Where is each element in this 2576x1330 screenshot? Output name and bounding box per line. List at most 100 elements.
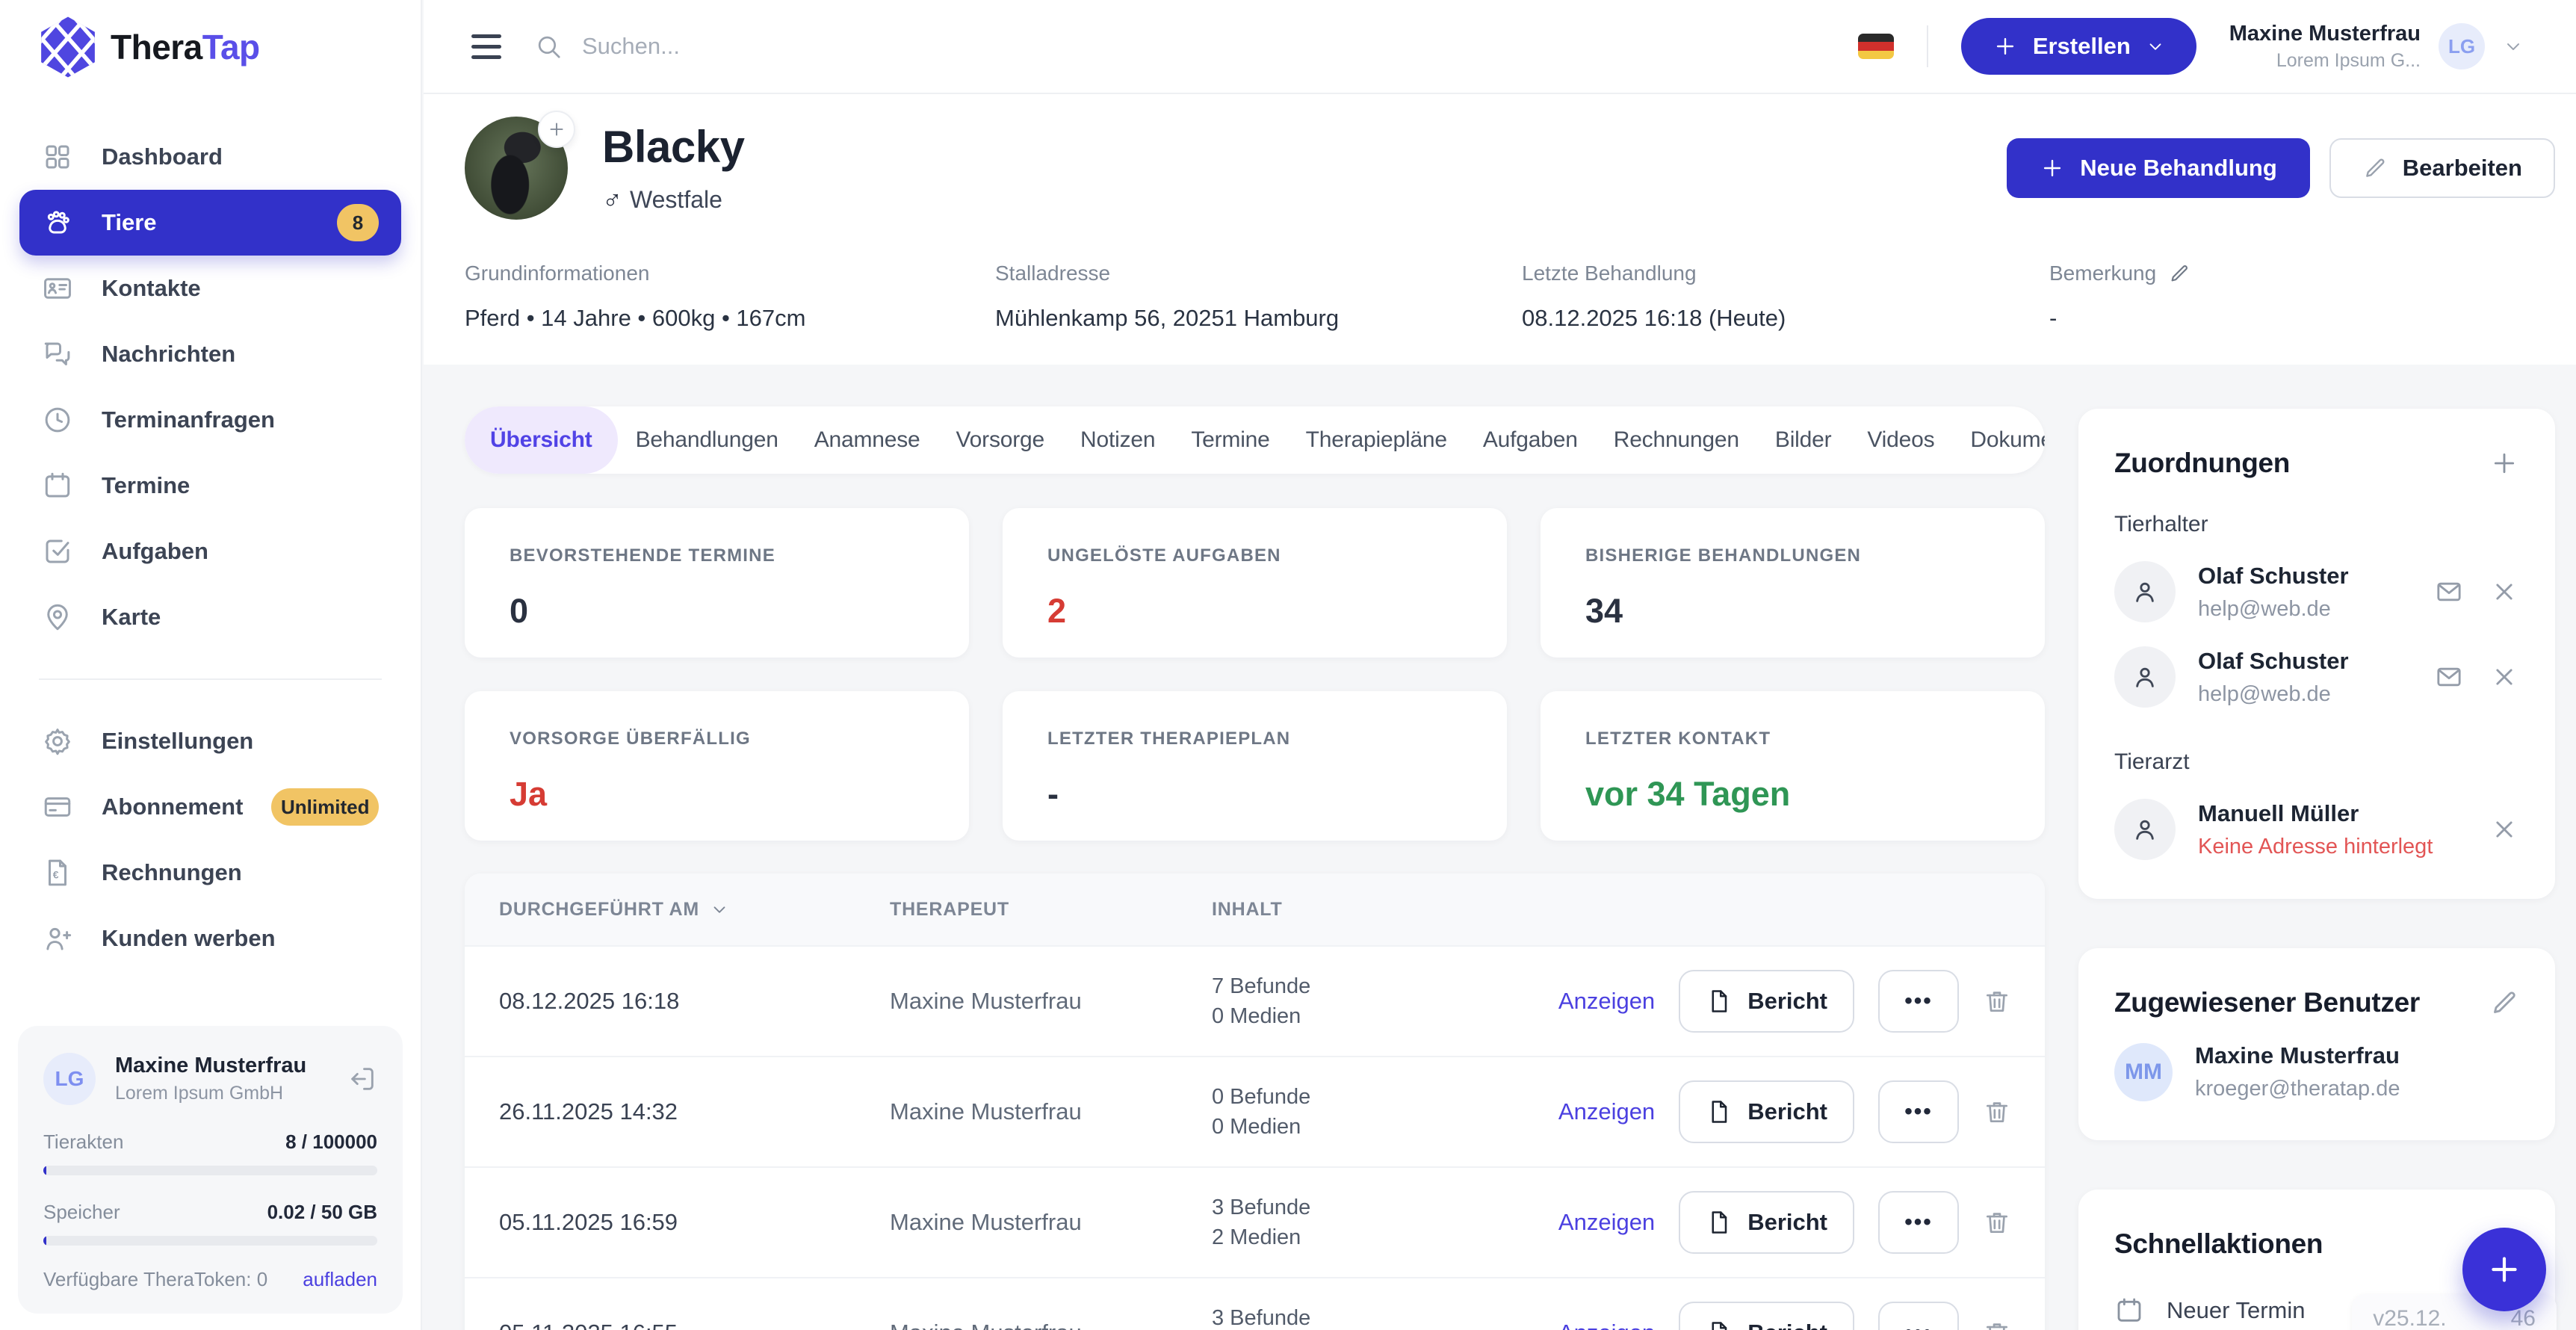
- sidebar-item-kunden-werben[interactable]: Kunden werben: [19, 906, 401, 971]
- tab-notizen[interactable]: Notizen: [1080, 427, 1156, 452]
- person-avatar: [2114, 561, 2176, 622]
- animal-name: Blacky: [602, 121, 745, 172]
- more-actions-button[interactable]: •••: [1878, 1191, 1959, 1254]
- sidebar-item-aufgaben[interactable]: Aufgaben: [19, 519, 401, 584]
- col-therapeut: THERAPEUT: [890, 898, 1009, 920]
- tab-anamnese[interactable]: Anamnese: [814, 427, 920, 452]
- remove-icon[interactable]: [2489, 814, 2519, 844]
- mail-icon[interactable]: [2434, 662, 2464, 692]
- sidebar-item-label: Rechnungen: [102, 859, 242, 885]
- tab-therapieplaene[interactable]: Therapiepläne: [1305, 427, 1447, 452]
- sidebar-item-termine[interactable]: Termine: [19, 453, 401, 519]
- sidebar-item-tiere[interactable]: Tiere 8: [19, 190, 401, 256]
- user-plus-icon: [46, 927, 72, 950]
- bericht-button[interactable]: Bericht: [1679, 1302, 1854, 1330]
- token-label: Verfügbare TheraToken: 0: [43, 1268, 268, 1290]
- credit-card-icon: [44, 797, 71, 817]
- anzeigen-link[interactable]: Anzeigen: [1558, 988, 1656, 1014]
- remove-icon[interactable]: [2489, 662, 2519, 692]
- plus-icon: [2492, 1257, 2517, 1282]
- tierakten-value: 8 / 100000: [285, 1130, 377, 1153]
- anzeigen-link[interactable]: Anzeigen: [1558, 1320, 1655, 1330]
- sidebar-item-dashboard[interactable]: Dashboard: [19, 124, 401, 190]
- main-area: Erstellen Maxine Musterfrau Lorem Ipsum …: [424, 0, 2576, 1330]
- stat-bevorstehende-termine: BEVORSTEHENDE TERMINE 0: [465, 508, 969, 658]
- tab-behandlungen[interactable]: Behandlungen: [635, 427, 778, 452]
- person-icon: [2136, 667, 2154, 687]
- trash-icon[interactable]: [1983, 1319, 2011, 1330]
- info-grundinformationen: Grundinformationen Pferd • 14 Jahre • 60…: [465, 262, 806, 331]
- sidebar-item-rechnungen[interactable]: € Rechnungen: [19, 840, 401, 906]
- table-row: 05.11.2025 16:55 Maxine Musterfrau 3 Bef…: [465, 1277, 2045, 1330]
- tierakten-progress: [43, 1166, 377, 1175]
- menu-toggle-icon[interactable]: [471, 34, 501, 59]
- add-photo-button[interactable]: [538, 111, 575, 148]
- bericht-button[interactable]: Bericht: [1679, 1191, 1854, 1254]
- sidebar-item-kontakte[interactable]: Kontakte: [19, 256, 401, 321]
- bericht-button[interactable]: Bericht: [1679, 1080, 1854, 1143]
- sidebar-item-label: Tiere: [102, 209, 157, 235]
- logout-icon[interactable]: [347, 1064, 377, 1094]
- user-menu[interactable]: Maxine Musterfrau Lorem Ipsum G... LG: [2229, 22, 2524, 72]
- bericht-button[interactable]: Bericht: [1679, 970, 1854, 1033]
- clock-icon: [45, 407, 70, 433]
- assigned-user-avatar: MM: [2114, 1042, 2173, 1101]
- fab-add-button[interactable]: [2462, 1228, 2546, 1311]
- trash-icon[interactable]: [1983, 1208, 2011, 1237]
- calendar-icon: [45, 472, 70, 498]
- sidebar-item-label: Dashboard: [102, 143, 223, 170]
- tierakten-label: Tierakten: [43, 1130, 124, 1153]
- plus-icon: [2494, 453, 2515, 474]
- info-stalladresse: Stalladresse Mühlenkamp 56, 20251 Hambur…: [995, 262, 1340, 331]
- tab-rechnungen[interactable]: Rechnungen: [1613, 427, 1739, 452]
- topbar: Erstellen Maxine Musterfrau Lorem Ipsum …: [424, 0, 2576, 94]
- language-flag-german[interactable]: [1857, 34, 1894, 59]
- brand-logo[interactable]: TheraTap: [0, 0, 421, 94]
- tab-videos[interactable]: Videos: [1867, 427, 1935, 452]
- quick-action-neuer-termin[interactable]: Neuer Termin: [2114, 1296, 2519, 1326]
- pencil-icon: [2365, 158, 2385, 177]
- paw-icon: [47, 211, 69, 234]
- person-icon: [2136, 582, 2154, 602]
- add-assignment-button[interactable]: [2489, 448, 2519, 478]
- person-icon: [2136, 820, 2154, 840]
- more-actions-button[interactable]: •••: [1878, 1302, 1959, 1330]
- document-icon: [1712, 1211, 1727, 1234]
- table-row: 26.11.2025 14:32 Maxine Musterfrau 0 Bef…: [465, 1056, 2045, 1166]
- sidebar-item-terminanfragen[interactable]: Terminanfragen: [19, 387, 401, 453]
- more-actions-button[interactable]: •••: [1878, 1080, 1959, 1143]
- male-gender-icon: ♂: [602, 184, 622, 215]
- mail-icon[interactable]: [2434, 577, 2464, 607]
- sidebar-item-einstellungen[interactable]: Einstellungen: [19, 708, 401, 774]
- anzeigen-link[interactable]: Anzeigen: [1558, 1209, 1656, 1235]
- edit-button[interactable]: Bearbeiten: [2329, 138, 2555, 198]
- sort-durchgefuehrt-am[interactable]: DURCHGEFÜHRT AM: [499, 899, 890, 921]
- tab-termine[interactable]: Termine: [1191, 427, 1270, 452]
- theratap-logo-icon: [41, 16, 95, 78]
- create-button[interactable]: Erstellen: [1960, 18, 2196, 75]
- tab-aufgaben[interactable]: Aufgaben: [1482, 427, 1578, 452]
- pencil-icon[interactable]: [2168, 262, 2190, 285]
- trash-icon[interactable]: [1983, 987, 2011, 1015]
- trash-icon[interactable]: [1983, 1098, 2011, 1126]
- speicher-progress: [43, 1236, 377, 1246]
- sidebar-item-karte[interactable]: Karte: [19, 584, 401, 650]
- assignments-title: Zuordnungen: [2114, 448, 2291, 478]
- tab-vorsorge[interactable]: Vorsorge: [956, 427, 1045, 452]
- edit-assigned-user-button[interactable]: [2489, 988, 2519, 1018]
- tab-bilder[interactable]: Bilder: [1774, 427, 1832, 452]
- animal-tabs: Übersicht Behandlungen Anamnese Vorsorge…: [465, 406, 2045, 474]
- sidebar-item-abonnement[interactable]: Abonnement Unlimited: [19, 774, 401, 840]
- anzeigen-link[interactable]: Anzeigen: [1558, 1098, 1656, 1125]
- more-actions-button[interactable]: •••: [1878, 970, 1959, 1033]
- quick-actions-title: Schnellaktionen: [2114, 1228, 2323, 1259]
- version-label: v25.12. 46: [2352, 1294, 2557, 1330]
- tab-uebersicht[interactable]: Übersicht: [465, 406, 618, 474]
- token-topup-link[interactable]: aufladen: [303, 1268, 377, 1290]
- sidebar-item-nachrichten[interactable]: Nachrichten: [19, 321, 401, 387]
- animal-header: Blacky ♂ Westfale Neue Behandlung Bearbe…: [424, 94, 2576, 365]
- remove-icon[interactable]: [2489, 577, 2519, 607]
- new-treatment-button[interactable]: Neue Behandlung: [2007, 138, 2310, 198]
- tab-dokumente[interactable]: Dokumente: [1970, 427, 2045, 452]
- search-input[interactable]: [582, 33, 1180, 60]
